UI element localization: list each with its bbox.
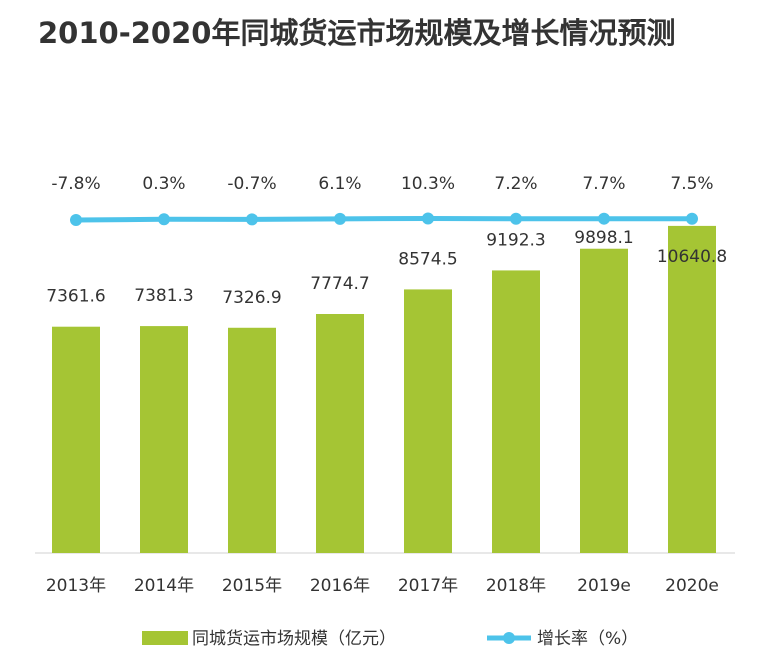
x-tick-label: 2018年 bbox=[486, 576, 546, 596]
x-tick-label: 2013年 bbox=[46, 576, 106, 596]
x-tick-label: 2019e bbox=[577, 576, 631, 596]
growth-line bbox=[75, 215, 693, 223]
bar bbox=[668, 225, 716, 553]
legend-swatch bbox=[142, 631, 188, 645]
x-tick-label: 2016年 bbox=[310, 576, 370, 596]
bar bbox=[52, 326, 100, 553]
growth-value-label: -7.8% bbox=[51, 174, 100, 194]
growth-value-label: 10.3% bbox=[401, 174, 455, 194]
bar-value-label: 9192.3 bbox=[486, 230, 545, 250]
bar-value-label: 8574.5 bbox=[398, 249, 457, 269]
bar-value-label: 7326.9 bbox=[222, 288, 281, 308]
x-tick-label: 2015年 bbox=[222, 576, 282, 596]
growth-point bbox=[510, 212, 522, 225]
growth-value-label: 0.3% bbox=[142, 174, 185, 194]
growth-value-label: -0.7% bbox=[227, 174, 276, 194]
bar-value-label: 9898.1 bbox=[574, 228, 633, 248]
growth-point bbox=[598, 212, 610, 225]
bar bbox=[492, 270, 540, 553]
x-tick-label: 2014年 bbox=[134, 576, 194, 596]
bar-value-label: 7381.3 bbox=[134, 286, 193, 306]
x-tick-label: 2020e bbox=[665, 576, 719, 596]
bar bbox=[228, 327, 276, 553]
legend-label: 同城货运市场规模（亿元） bbox=[192, 629, 396, 649]
bar bbox=[580, 248, 628, 553]
growth-point bbox=[246, 213, 258, 226]
x-tick-label: 2017年 bbox=[398, 576, 458, 596]
bar bbox=[140, 326, 188, 553]
chart-title: 2010-2020年同城货运市场规模及增长情况预测 bbox=[38, 16, 675, 50]
growth-value-label: 7.2% bbox=[494, 174, 537, 194]
bar bbox=[316, 313, 364, 553]
growth-point bbox=[422, 212, 434, 225]
growth-point bbox=[70, 213, 82, 226]
bar bbox=[404, 289, 452, 553]
growth-value-label: 7.7% bbox=[582, 174, 625, 194]
growth-value-label: 6.1% bbox=[318, 174, 361, 194]
legend-label: 增长率（%） bbox=[537, 629, 638, 649]
growth-point bbox=[334, 212, 346, 225]
bar-value-label: 7361.6 bbox=[46, 287, 105, 307]
growth-point bbox=[158, 213, 170, 226]
bar-value-label: 7774.7 bbox=[310, 274, 369, 294]
growth-point bbox=[686, 212, 698, 225]
bar-value-label: 10640.8 bbox=[657, 247, 727, 267]
legend-swatch-dot bbox=[503, 632, 515, 644]
growth-value-label: 7.5% bbox=[670, 174, 713, 194]
